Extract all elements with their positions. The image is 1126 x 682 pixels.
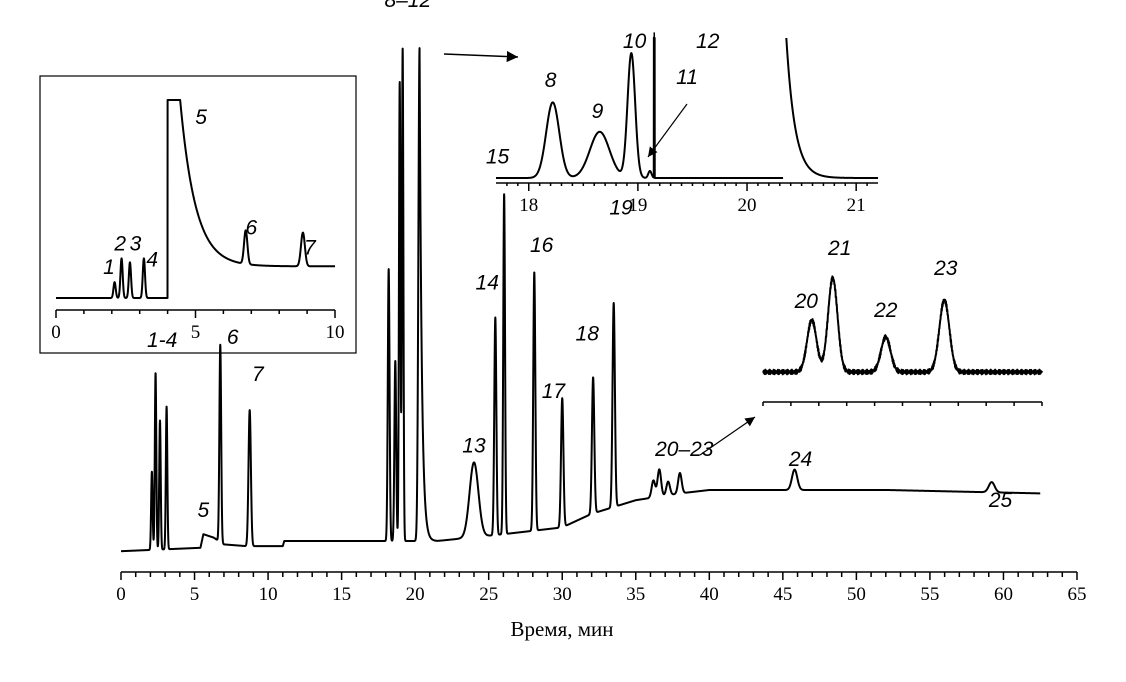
inset-frame <box>39 75 357 354</box>
x-tick-label: 20 <box>738 195 757 216</box>
inset-left-chromatogram: 0 5 10 12 34 5 6 7 <box>39 75 357 354</box>
x-tick-label: 25 <box>479 584 498 605</box>
peak-label: 5 <box>195 106 207 129</box>
peak-label: 13 <box>462 435 486 458</box>
inset-right-chromatogram: 20 21 22 23 <box>762 237 1043 406</box>
peak-label: 12 <box>696 30 720 53</box>
peak-label: 24 <box>788 448 812 471</box>
peak-label: 4 <box>146 248 158 271</box>
main-chromatogram: 0 5 10 15 20 25 30 35 40 45 50 55 60 651-45678–121314… <box>116 0 1086 605</box>
peak-label: 25 <box>988 489 1013 512</box>
peak-label: 10 <box>623 30 647 53</box>
x-tick-label: 60 <box>994 584 1013 605</box>
x-tick-label: 10 <box>326 322 345 343</box>
x-tick-label: 21 <box>847 195 866 216</box>
x-tick-label: 65 <box>1068 584 1087 605</box>
peak-label: 2 <box>113 232 126 255</box>
peak-label: 18 <box>576 322 600 345</box>
peak-label: 1-4 <box>147 329 177 352</box>
peak-label: 15 <box>486 146 510 169</box>
x-tick-label: 0 <box>116 584 126 605</box>
peak-label: 7 <box>252 363 265 386</box>
x-axis-label: Время, мин <box>510 617 613 641</box>
x-tick-label: 5 <box>191 322 201 343</box>
inset-trace <box>55 99 336 299</box>
x-tick-label: 10 <box>259 584 278 605</box>
x-tick-label: 5 <box>190 584 200 605</box>
peak-label: 22 <box>873 299 898 322</box>
arrow-8-12 <box>443 50 519 63</box>
inset-trace <box>495 36 879 179</box>
chromatogram-trace <box>120 47 1042 553</box>
peak-label: 9 <box>592 100 604 123</box>
peak-label: 17 <box>542 380 567 403</box>
x-tick-label: 35 <box>626 584 645 605</box>
x-tick-label: 15 <box>332 584 351 605</box>
inset-trace <box>762 275 1043 376</box>
x-tick-label: 30 <box>553 584 572 605</box>
peak-label: 5 <box>198 499 210 522</box>
x-tick-label: 20 <box>406 584 425 605</box>
x-tick-label: 19 <box>628 195 647 216</box>
x-tick-label: 18 <box>519 195 538 216</box>
peak-label: 23 <box>933 257 958 280</box>
arrow-20-23 <box>699 416 756 456</box>
peak-label: 16 <box>530 234 554 257</box>
peak-label: 6 <box>245 217 257 240</box>
x-tick-label: 55 <box>920 584 939 605</box>
x-tick-label: 0 <box>51 322 61 343</box>
peak-label: 1 <box>103 256 115 279</box>
inset-top-chromatogram: 18 19 20 21 8 9 10 11 12 <box>495 30 879 216</box>
peak-label: 19 <box>609 197 633 220</box>
peak-label: 8–12 <box>384 0 431 12</box>
x-tick-label: 50 <box>847 584 866 605</box>
peak-label: 6 <box>227 326 239 349</box>
x-tick-label: 40 <box>700 584 719 605</box>
peak-label: 14 <box>476 271 499 294</box>
peak-label: 3 <box>130 232 142 255</box>
peak-label: 8 <box>545 69 557 92</box>
x-tick-label: 45 <box>773 584 792 605</box>
peak-label: 11 <box>676 66 698 89</box>
peak-label: 7 <box>304 236 317 259</box>
callout-arrows <box>443 50 756 456</box>
peak-label: 20–23 <box>654 438 714 461</box>
peak-label: 21 <box>827 237 851 260</box>
peak-label: 20 <box>794 290 819 313</box>
arrow-11 <box>647 103 688 158</box>
